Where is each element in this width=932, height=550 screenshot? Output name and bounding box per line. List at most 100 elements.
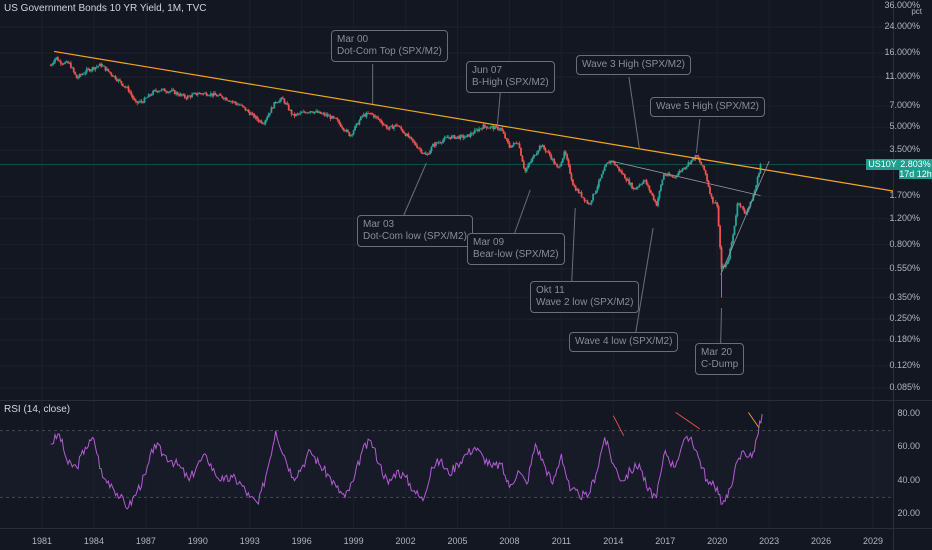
candle-down [59, 61, 62, 64]
candle-up [175, 92, 178, 95]
candle-down [114, 75, 117, 80]
candle-up [690, 160, 693, 164]
candle-up [537, 150, 540, 153]
candle-up [137, 102, 140, 103]
annotation-wave4-low[interactable]: Wave 4 low (SPX/M2) [569, 332, 679, 352]
candle-up [722, 265, 724, 269]
candle-down [625, 178, 628, 181]
candle-up [726, 261, 729, 264]
candle-up [170, 89, 173, 92]
candle-down [546, 151, 548, 153]
candle-down [520, 147, 522, 156]
candle-up [258, 120, 261, 122]
candle-up [517, 143, 519, 145]
candle-down [261, 123, 264, 124]
candle-up [469, 133, 472, 137]
candle-up [51, 64, 53, 66]
candle-up [345, 129, 348, 132]
candle-up [78, 74, 81, 78]
candle-down [573, 185, 576, 187]
candle-up [309, 111, 312, 113]
candle-up [204, 92, 206, 94]
candle-up [499, 128, 502, 130]
candle-down [547, 151, 550, 153]
time-tick-label: 2017 [655, 536, 676, 546]
candle-down [72, 67, 75, 72]
candle-up [157, 91, 160, 93]
price-tick-label: 0.250% [889, 313, 920, 324]
annotation-dotcom-low[interactable]: Mar 03 Dot-Com low (SPX/M2) [357, 215, 473, 247]
candle-up [661, 179, 664, 186]
annotation-wave5-high[interactable]: Wave 5 High (SPX/M2) [650, 97, 765, 117]
annotation-wave3-high[interactable]: Wave 3 High (SPX/M2) [576, 55, 691, 75]
candle-down [615, 164, 618, 167]
time-tick-label: 2002 [395, 536, 416, 546]
candle-down [61, 63, 64, 65]
candle-down [297, 113, 300, 115]
candle-down [621, 170, 623, 174]
candle-down [543, 145, 545, 149]
candle-up [94, 67, 97, 70]
candle-up [358, 120, 361, 125]
candle-down [574, 186, 577, 191]
chart-title: US Government Bonds 10 YR Yield, 1M, TVC [4, 3, 207, 14]
candle-up [196, 94, 199, 95]
candle-up [328, 115, 330, 117]
candle-up [482, 124, 485, 129]
candle-down [75, 74, 78, 79]
candle-down [508, 142, 511, 148]
candle-up [232, 101, 235, 103]
candle-down [189, 95, 192, 98]
candle-down [176, 92, 179, 95]
symbol-badge: US10Y [866, 159, 899, 170]
annotation-c-dump[interactable]: Mar 20 C-Dump [695, 343, 745, 375]
candle-down [655, 201, 658, 206]
candle-up [224, 97, 227, 100]
candle-down [357, 123, 359, 125]
candle-down [680, 170, 683, 172]
annotation-wave2-low[interactable]: Okt 11 Wave 2 low (SPX/M2) [530, 281, 640, 313]
candle-down [341, 126, 343, 129]
candle-up [684, 167, 687, 170]
candle-down [742, 206, 745, 210]
candle-up [406, 133, 408, 136]
candle-up [638, 184, 641, 187]
candle-up [95, 66, 98, 68]
candle-down [488, 127, 491, 129]
candle-down [569, 165, 571, 174]
candle-down [623, 174, 626, 179]
candle-up [52, 62, 55, 65]
candle-up [269, 112, 271, 115]
candle-down [178, 94, 180, 96]
price-tick-label: 1.700% [889, 190, 920, 201]
candle-down [502, 131, 505, 134]
candle-up [579, 192, 582, 194]
annotation-b-high[interactable]: Jun 07 B-High (SPX/M2) [466, 61, 555, 93]
time-tick-label: 1990 [187, 536, 208, 546]
candle-down [570, 173, 573, 180]
price-candles [49, 55, 762, 270]
candle-up [368, 113, 371, 114]
candle-down [540, 145, 543, 147]
candle-down [613, 161, 616, 165]
annotation-bear-low[interactable]: Mar 09 Bear-low (SPX/M2) [467, 233, 565, 265]
candle-up [84, 72, 87, 74]
candle-up [527, 164, 530, 169]
candle-down [342, 128, 345, 131]
candle-up [629, 182, 632, 185]
annotation-pointer [496, 86, 502, 127]
candle-down [214, 92, 217, 95]
annotation-dotcom-top[interactable]: Mar 00 Dot-Com Top (SPX/M2) [331, 30, 448, 62]
candle-down [664, 174, 667, 176]
candle-up [250, 113, 253, 115]
candle-down [407, 133, 410, 138]
candle-down [403, 132, 406, 134]
price-tick-label: 36.000% [884, 0, 920, 10]
time-tick-label: 2029 [862, 536, 884, 546]
annotation-date: Mar 20 [701, 347, 733, 358]
candle-up [237, 104, 240, 106]
candle-down [123, 86, 126, 87]
candle-up [733, 225, 736, 235]
candle-down [338, 120, 341, 124]
